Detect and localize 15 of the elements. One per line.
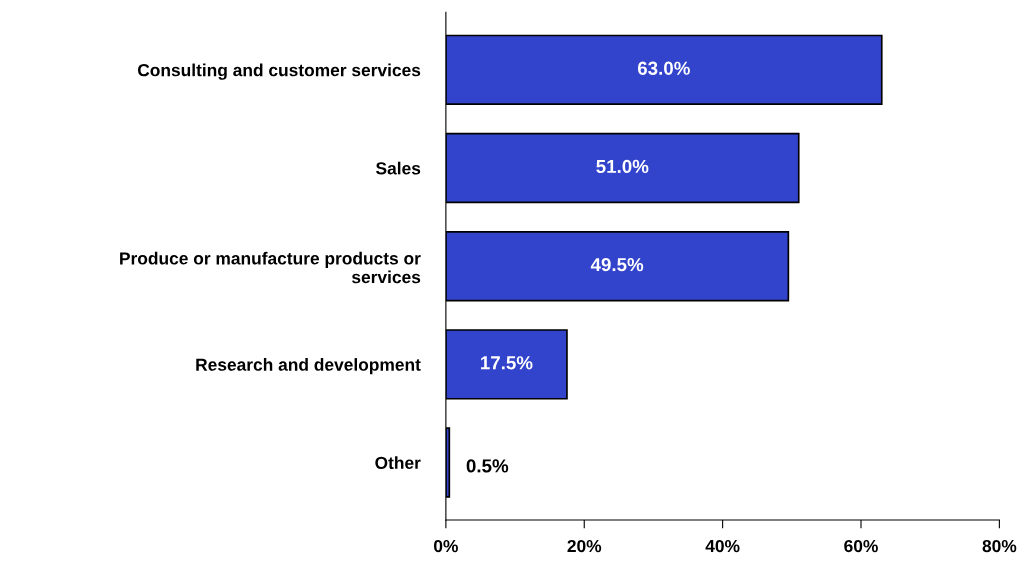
x-tick-label: 40% xyxy=(705,539,740,553)
y-tick-label: Sales xyxy=(376,161,421,175)
y-tick-label: Research and development xyxy=(196,358,421,375)
data-label: 49.5% xyxy=(590,257,644,272)
data-label: 0.5% xyxy=(466,459,509,473)
data-label: 63.0% xyxy=(637,61,690,75)
x-tick-label: 60% xyxy=(844,539,878,553)
x-tick-label: 80% xyxy=(982,539,1017,553)
data-label: 17.5% xyxy=(481,356,533,370)
data-label: 51.0% xyxy=(596,159,649,174)
x-tick-label: 20% xyxy=(567,539,602,553)
y-tick-label: Produce or manufacture products or services xyxy=(120,251,421,284)
y-tick-label: Consulting and customer services xyxy=(137,63,421,80)
y-tick-label: Other xyxy=(375,456,421,470)
x-tick-label: 0% xyxy=(434,539,458,553)
